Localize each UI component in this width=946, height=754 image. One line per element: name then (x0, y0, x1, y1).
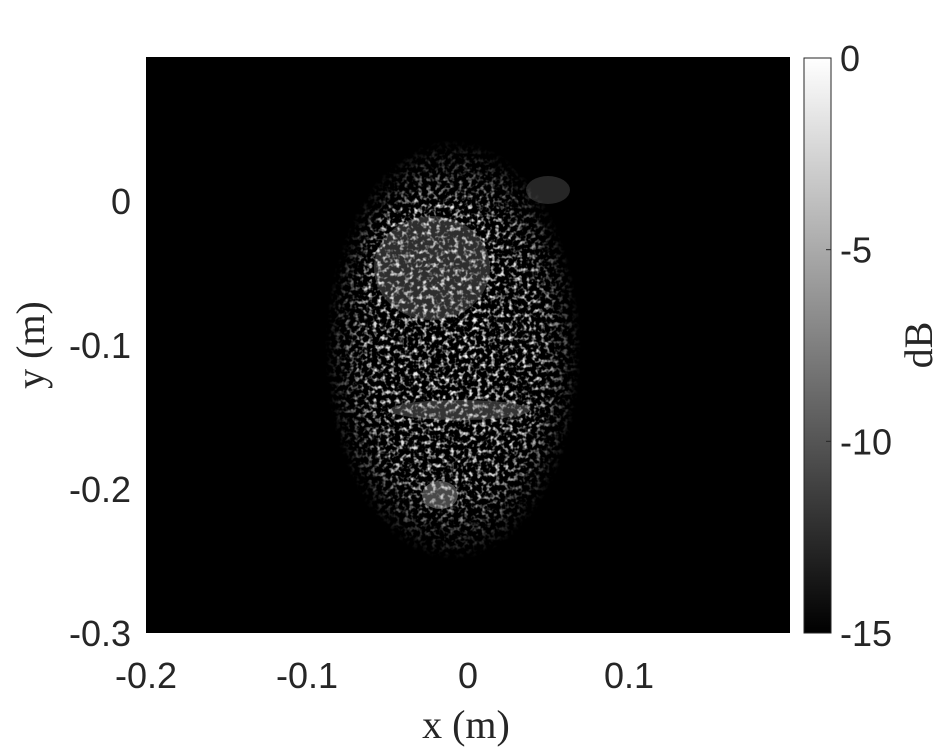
bright-reflection-regions (374, 176, 570, 509)
radar-image-reflections (146, 57, 790, 633)
x-tick-label: -0.1 (276, 655, 338, 696)
y-axis-ticks: -0.3 -0.2 -0.1 0 (69, 181, 131, 654)
x-tick-label: 0.1 (604, 655, 654, 696)
x-tick-label: 0 (458, 655, 478, 696)
x-axis-ticks: -0.2 -0.1 0 0.1 (115, 655, 654, 696)
y-tick-label: -0.1 (69, 325, 131, 366)
y-tick-label: -0.2 (69, 469, 131, 510)
colorbar-ticks: 0 -5 -10 -15 (826, 38, 892, 654)
colorbar-tick-label: -10 (840, 421, 892, 462)
colorbar-tick-label: -5 (840, 230, 872, 271)
colorbar-tick-label: 0 (840, 38, 860, 79)
colorbar: 0 -5 -10 -15 dB (803, 38, 941, 654)
y-axis-label: y (m) (8, 301, 53, 389)
colorbar-label: dB (896, 322, 941, 369)
y-tick-label: 0 (111, 181, 131, 222)
x-axis-label: x (m) (422, 702, 510, 747)
heatmap-plot (146, 57, 790, 633)
y-tick-label: -0.3 (69, 613, 131, 654)
x-tick-label: -0.2 (115, 655, 177, 696)
colorbar-gradient (803, 57, 832, 634)
colorbar-tick-label: -15 (840, 613, 892, 654)
